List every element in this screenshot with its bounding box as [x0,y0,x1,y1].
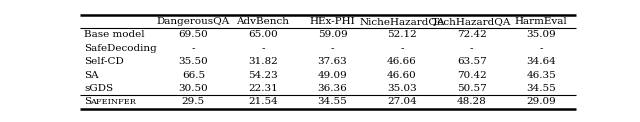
Text: -: - [470,44,474,53]
Text: NicheHazardQA: NicheHazardQA [359,17,445,26]
Text: TechHazardQA: TechHazardQA [432,17,511,26]
Text: 37.63: 37.63 [317,57,348,66]
Text: 27.04: 27.04 [387,97,417,106]
Text: -: - [540,44,543,53]
Text: 65.00: 65.00 [248,30,278,39]
Text: 35.03: 35.03 [387,84,417,93]
Text: 52.12: 52.12 [387,30,417,39]
Text: -: - [191,44,195,53]
Text: 69.50: 69.50 [179,30,208,39]
Text: 54.23: 54.23 [248,71,278,80]
Text: AFEINFER: AFEINFER [90,98,136,106]
Text: 30.50: 30.50 [179,84,208,93]
Text: -: - [400,44,404,53]
Text: 36.36: 36.36 [317,84,348,93]
Text: 31.82: 31.82 [248,57,278,66]
Text: AdvBench: AdvBench [236,17,289,26]
Text: 34.55: 34.55 [317,97,348,106]
Text: 29.09: 29.09 [526,97,556,106]
Text: HarmEval: HarmEval [515,17,568,26]
Text: 72.42: 72.42 [457,30,486,39]
Text: 49.09: 49.09 [317,71,348,80]
Text: SA: SA [84,71,99,80]
Text: S: S [84,97,91,106]
Text: 50.57: 50.57 [457,84,486,93]
Text: DangerousQA: DangerousQA [157,17,230,26]
Text: -: - [261,44,265,53]
Text: 70.42: 70.42 [457,71,486,80]
Text: 66.5: 66.5 [182,71,205,80]
Text: 21.54: 21.54 [248,97,278,106]
Text: 48.28: 48.28 [457,97,486,106]
Text: 35.50: 35.50 [179,57,208,66]
Text: -: - [331,44,334,53]
Text: 34.64: 34.64 [526,57,556,66]
Text: sGDS: sGDS [84,84,113,93]
Text: SafeDecoding: SafeDecoding [84,44,157,53]
Text: 46.60: 46.60 [387,71,417,80]
Text: 34.55: 34.55 [526,84,556,93]
Text: 46.35: 46.35 [526,71,556,80]
Text: 22.31: 22.31 [248,84,278,93]
Text: 29.5: 29.5 [182,97,205,106]
Text: Base model: Base model [84,30,145,39]
Text: 59.09: 59.09 [317,30,348,39]
Text: 46.66: 46.66 [387,57,417,66]
Text: HEx-PHI: HEx-PHI [310,17,355,26]
Text: Self-CD: Self-CD [84,57,124,66]
Text: 63.57: 63.57 [457,57,486,66]
Text: 35.09: 35.09 [526,30,556,39]
